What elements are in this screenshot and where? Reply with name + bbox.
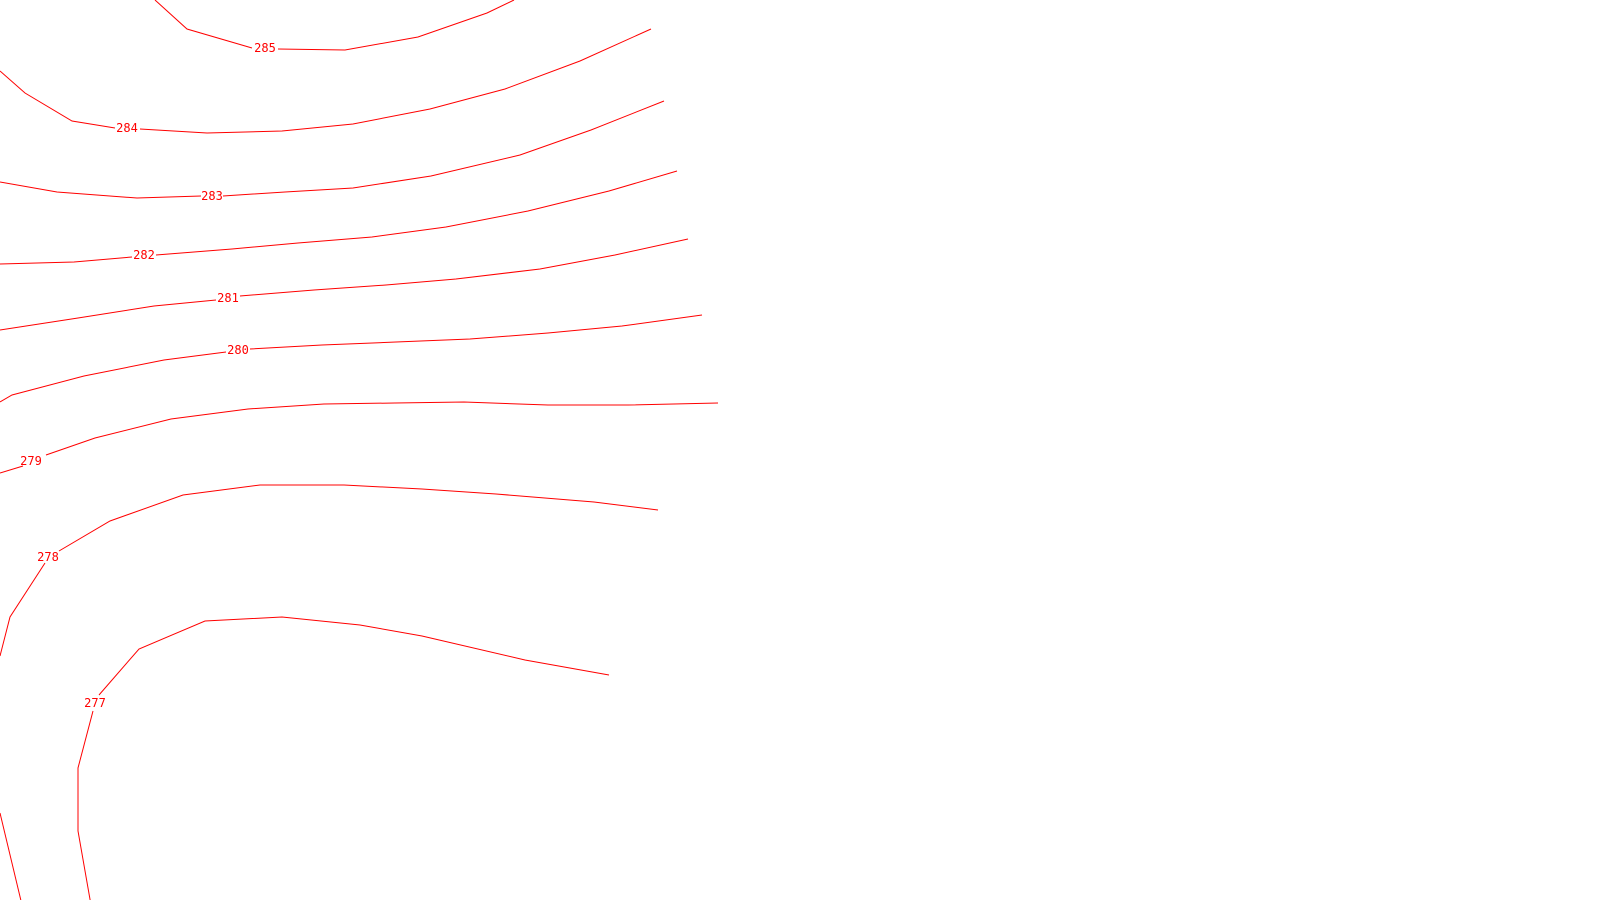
contour-line [45, 401, 719, 456]
contour-line [0, 465, 24, 474]
contour-line [0, 299, 217, 331]
contour-line [155, 170, 678, 256]
contour-label: 285 [254, 41, 276, 55]
contour-line [0, 351, 227, 403]
contour-line [277, 0, 515, 51]
contour-280: 280 [0, 314, 703, 403]
contour-line [154, 0, 253, 49]
contour-label: 281 [217, 291, 239, 305]
contour-line [0, 562, 46, 657]
contour-284: 284 [0, 28, 652, 135]
contour-278: 278 [0, 484, 659, 657]
contour-277-outer [0, 812, 22, 900]
contour-line [222, 100, 665, 197]
contour-unlabeled: 279 [0, 401, 719, 474]
contour-277: 277 [77, 616, 610, 900]
contour-line [0, 70, 116, 129]
contour-label: 284 [116, 121, 138, 135]
contour-line [249, 314, 703, 350]
contour-line [58, 484, 659, 552]
contour-line [98, 616, 610, 696]
contour-line [0, 812, 22, 900]
contour-label: 278 [37, 550, 59, 564]
contour-label: 280 [227, 343, 249, 357]
contour-282: 282 [0, 170, 678, 265]
contour-line [77, 710, 94, 900]
contour-label: 279 [20, 454, 42, 468]
contour-label: 283 [201, 189, 223, 203]
contour-281: 281 [0, 238, 689, 331]
contour-line [0, 181, 202, 199]
contour-line [0, 256, 133, 265]
contour-285: 285 [154, 0, 515, 55]
contour-line [139, 28, 652, 134]
contour-label: 277 [84, 696, 106, 710]
contour-283: 283 [0, 100, 665, 203]
contour-label: 282 [133, 248, 155, 262]
contour-line [239, 238, 689, 297]
